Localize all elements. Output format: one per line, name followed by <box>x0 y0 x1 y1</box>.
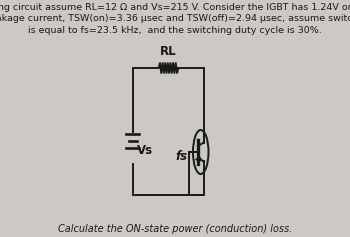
Text: Calculate the ON-state power (conduction) loss.: Calculate the ON-state power (conduction… <box>58 224 292 234</box>
Text: For the following circuit assume RL=12 Ω and Vs=215 V. Consider the IGBT has 1.2: For the following circuit assume RL=12 Ω… <box>0 3 350 35</box>
Text: Vs: Vs <box>137 143 153 156</box>
Text: RL: RL <box>160 45 177 58</box>
Text: fs: fs <box>175 150 187 163</box>
